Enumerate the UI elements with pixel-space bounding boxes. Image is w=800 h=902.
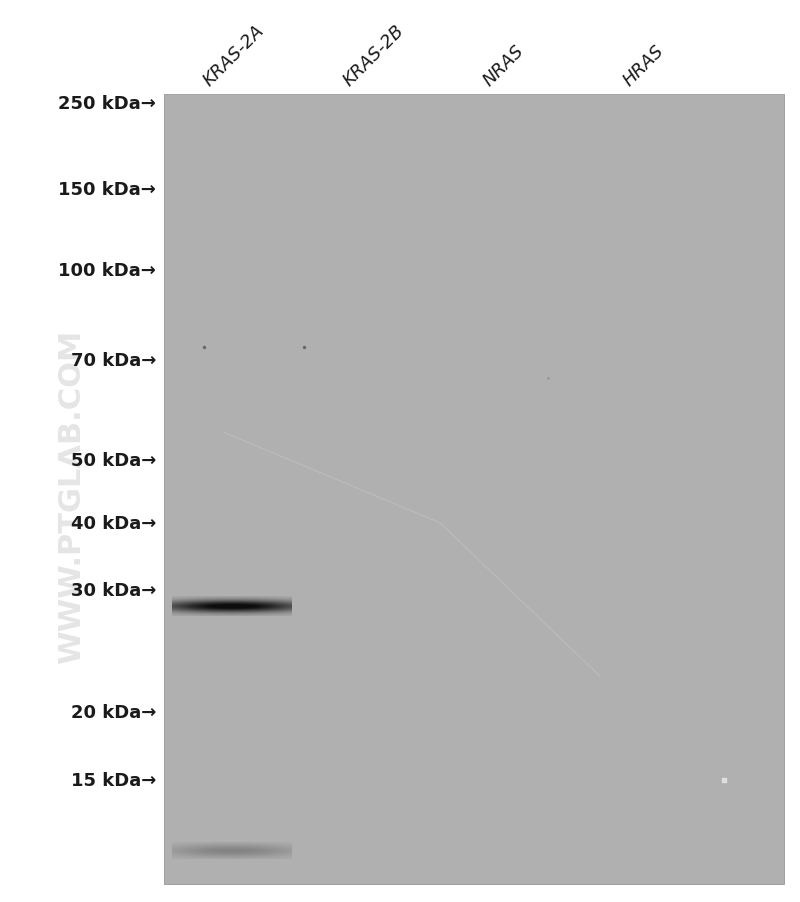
Bar — [164, 95, 784, 884]
Text: NRAS: NRAS — [479, 42, 527, 90]
Text: 250 kDa→: 250 kDa→ — [58, 95, 156, 113]
Text: 70 kDa→: 70 kDa→ — [70, 352, 156, 370]
Text: 30 kDa→: 30 kDa→ — [70, 582, 156, 600]
Text: 100 kDa→: 100 kDa→ — [58, 262, 156, 280]
Text: KRAS-2A: KRAS-2A — [199, 23, 267, 90]
Text: WWW.PTGLAB.COM: WWW.PTGLAB.COM — [58, 329, 86, 663]
Text: 15 kDa→: 15 kDa→ — [70, 771, 156, 789]
Text: 50 kDa→: 50 kDa→ — [70, 451, 156, 469]
Text: HRAS: HRAS — [619, 42, 667, 90]
Text: 150 kDa→: 150 kDa→ — [58, 180, 156, 198]
Text: 20 kDa→: 20 kDa→ — [70, 704, 156, 722]
Text: KRAS-2B: KRAS-2B — [339, 23, 407, 90]
Text: 40 kDa→: 40 kDa→ — [70, 514, 156, 532]
